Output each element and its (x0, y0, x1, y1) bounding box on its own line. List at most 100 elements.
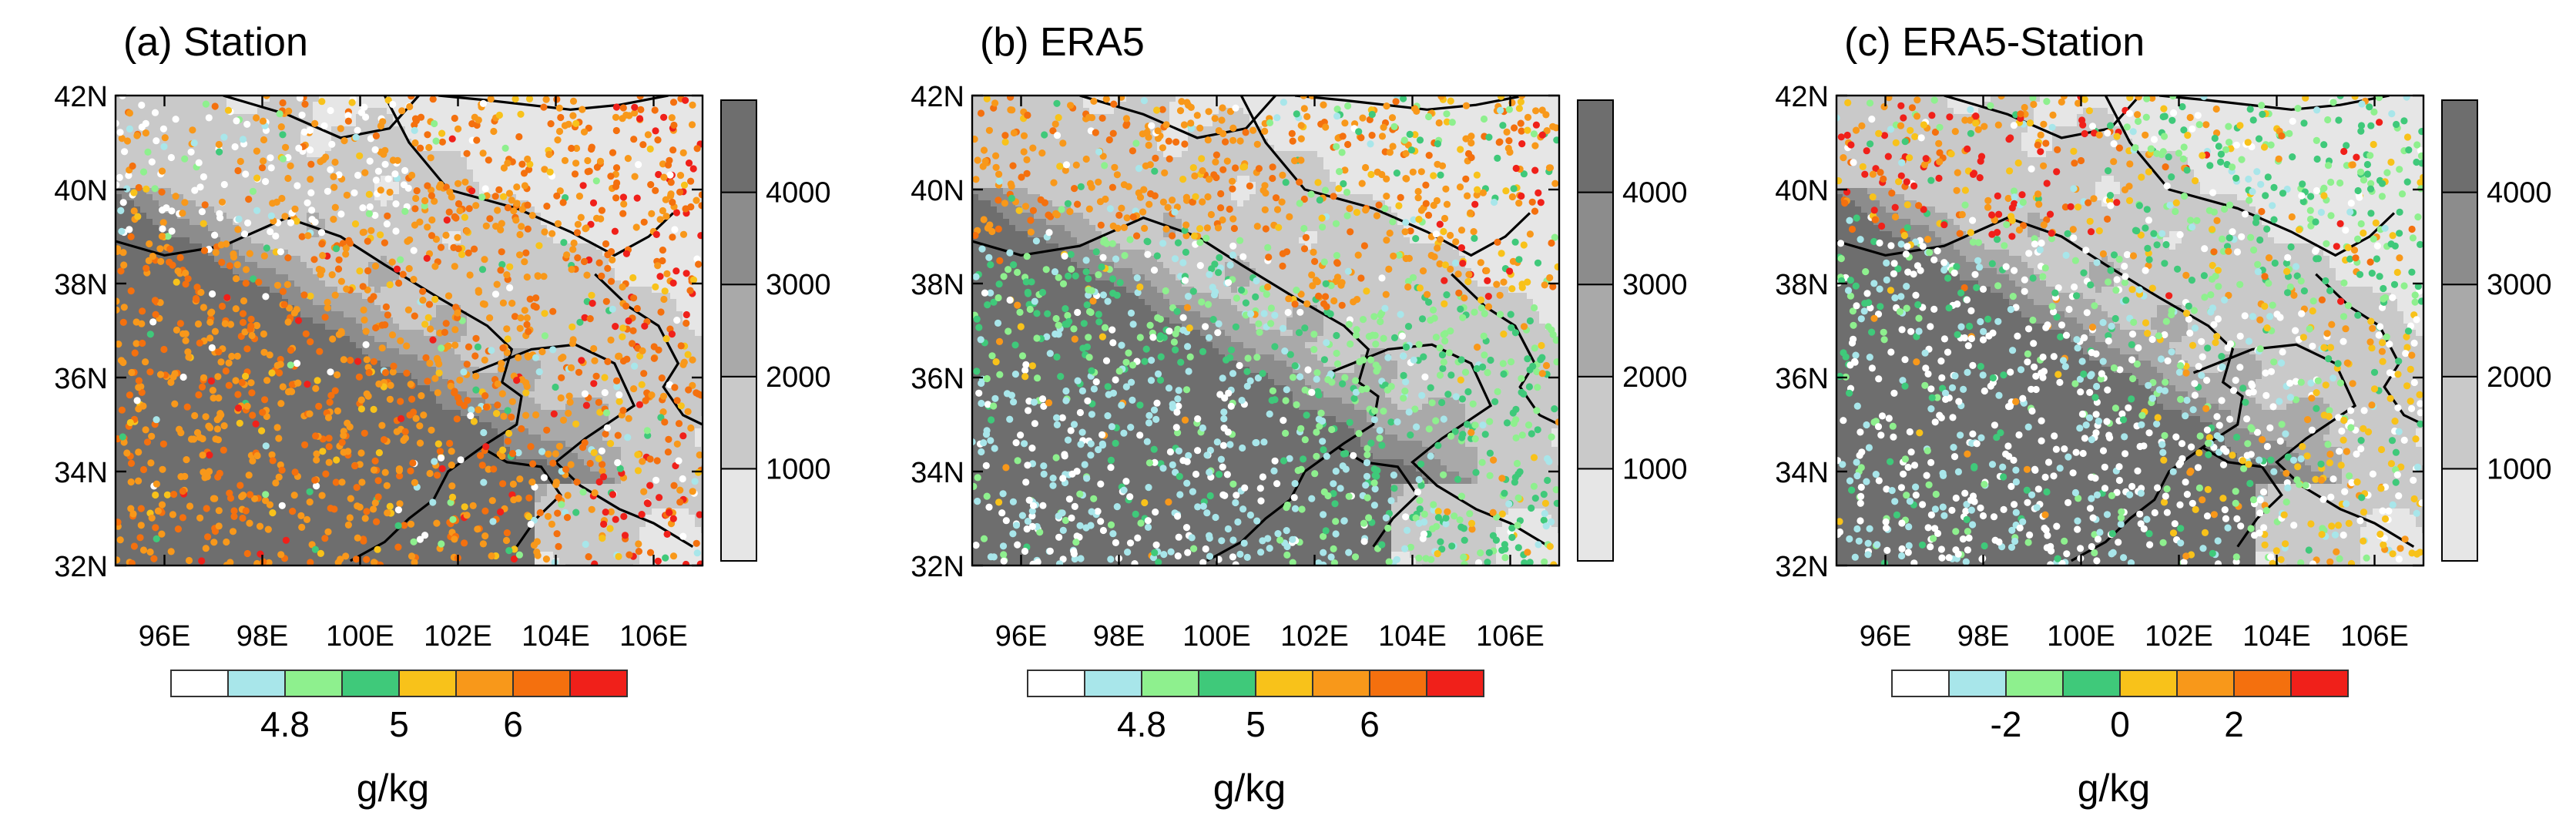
elevation-cell (639, 410, 646, 417)
elevation-cell (245, 206, 252, 213)
elevation-cell (609, 398, 615, 404)
elevation-cell (485, 108, 492, 115)
elevation-cell (220, 225, 227, 232)
elevation-cell (602, 176, 609, 183)
elevation-cell (368, 385, 375, 392)
elevation-cell (498, 354, 505, 361)
elevation-cell (257, 126, 264, 133)
elevation-cell (214, 225, 221, 232)
elevation-cell (565, 114, 572, 121)
elevation-cell (609, 206, 615, 213)
elevation-cell (516, 243, 523, 250)
elevation-cell (282, 120, 289, 127)
elevation-cell (461, 219, 468, 226)
elevation-cell (639, 102, 646, 109)
elevation-cell (479, 348, 486, 355)
elevation-cell (621, 348, 628, 355)
elevation-cell (257, 102, 264, 109)
elevation-cell (116, 256, 122, 263)
elevation-cell (270, 225, 277, 232)
elevation-cell (627, 330, 634, 337)
elevation-cell (214, 163, 221, 170)
elevation-cell (547, 206, 554, 213)
elevation-cell (553, 206, 560, 213)
elevation-cell (190, 114, 196, 121)
elevation-cell (325, 182, 332, 189)
elevation-cell (202, 151, 209, 158)
elevation-cell (467, 237, 474, 244)
elevation-cell (584, 280, 591, 287)
elevation-cell (479, 361, 486, 368)
elevation-cell (516, 385, 523, 392)
elevation-cell (633, 317, 640, 324)
elevation-cell (344, 200, 351, 207)
elevation-cell (331, 280, 338, 287)
elevation-cell (590, 317, 597, 324)
elevation-cell (282, 342, 289, 349)
elevation-cell (226, 120, 233, 127)
elevation-cell (658, 157, 665, 164)
elevation-cell (510, 176, 517, 183)
elevation-cell (584, 213, 591, 220)
elevation-cell (695, 102, 702, 109)
elevation-cell (153, 151, 159, 158)
elevation-cell (325, 342, 332, 349)
elevation-cell (122, 114, 129, 121)
elevation-cell (190, 361, 196, 368)
elevation-cell (479, 176, 486, 183)
elevation-cell (621, 274, 628, 281)
elevation-cell (344, 410, 351, 417)
elevation-cell (646, 379, 652, 386)
elevation-cell (202, 96, 209, 102)
elevation-cell (177, 262, 184, 269)
elevation-cell (479, 293, 486, 300)
elevation-cell (602, 145, 609, 152)
elevation-cell (436, 96, 443, 102)
elevation-cell (528, 108, 535, 115)
elevation-cell (405, 157, 412, 164)
elevation-cell (294, 287, 301, 294)
elevation-cell (122, 398, 129, 404)
elevation-cell (368, 188, 375, 195)
elevation-cell (535, 182, 542, 189)
elevation-cell (578, 250, 585, 257)
elevation-cell (516, 169, 523, 176)
elevation-cell (621, 176, 628, 183)
elevation-cell (294, 102, 301, 109)
elevation-cell (522, 336, 529, 343)
elevation-cell (491, 96, 498, 102)
elevation-cell (300, 287, 307, 294)
elevation-cell (695, 367, 702, 374)
elevation-cell (615, 188, 622, 195)
elevation-cell (639, 176, 646, 183)
elevation-cell (504, 317, 511, 324)
elevation-cell (473, 182, 480, 189)
elevation-cell (479, 139, 486, 146)
elevation-cell (387, 237, 394, 244)
elevation-cell (590, 108, 597, 115)
elevation-cell (491, 287, 498, 294)
elevation-cell (307, 311, 314, 318)
elevation-cell (245, 274, 252, 281)
elevation-cell (122, 367, 129, 374)
elevation-cell (615, 305, 622, 312)
elevation-cell (307, 398, 314, 404)
elevation-cell (239, 151, 246, 158)
elevation-cell (485, 169, 492, 176)
elevation-cell (331, 398, 338, 404)
elevation-cell (393, 367, 400, 374)
elevation-cell (196, 293, 203, 300)
elevation-cell (177, 206, 184, 213)
elevation-cell (202, 293, 209, 300)
elevation-cell (670, 176, 677, 183)
elevation-cell (596, 200, 603, 207)
elevation-cell (319, 404, 326, 411)
elevation-cell (362, 336, 369, 343)
elevation-cell (183, 287, 190, 294)
elevation-cell (208, 188, 215, 195)
elevation-cell (676, 274, 683, 281)
elevation-cell (430, 391, 437, 398)
elevation-cell (615, 317, 622, 324)
elevation-cell (251, 194, 258, 201)
elevation-cell (578, 200, 585, 207)
